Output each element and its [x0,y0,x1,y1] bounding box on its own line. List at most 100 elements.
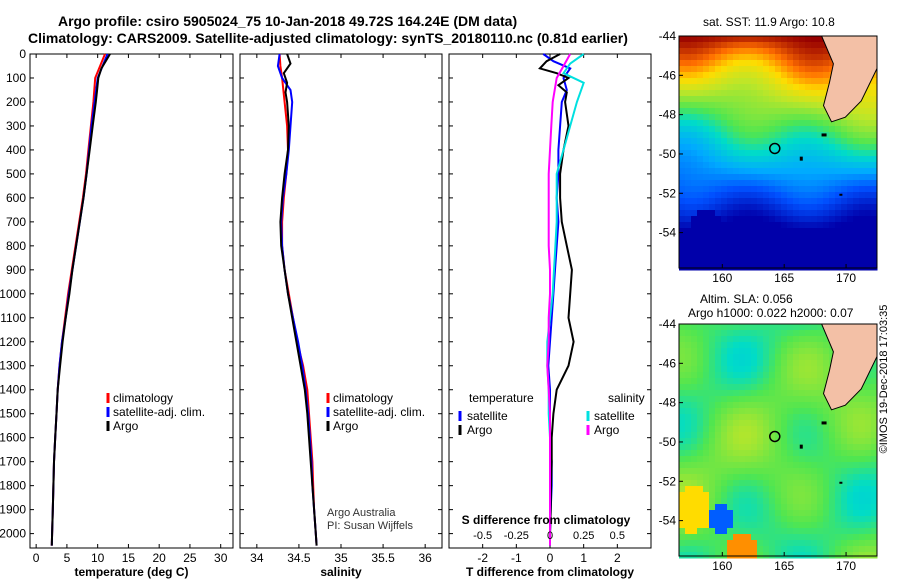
sla_map-cell [685,396,692,403]
sla_map-cell [805,492,812,499]
sla_map-cell [751,540,758,547]
sla_map-cell [679,444,686,451]
sla_map-cell [781,438,788,445]
sst_map-cell [817,174,824,181]
sla_map-cell [745,360,752,367]
sla_map-cell [751,420,758,427]
sla_map-cell [865,414,872,421]
sst_map-cell [691,108,698,115]
sla_map-cell [829,510,836,517]
sst_map-cell [835,150,842,157]
sla_map-cell [709,444,716,451]
sla_map-cell [859,432,866,439]
sla_map-cell [745,528,752,535]
sst_map-cell [793,246,800,253]
sst_map-cell [757,210,764,217]
sst_map-cell [865,216,872,223]
sla_map-cell [793,504,800,511]
sla_map-cell [817,396,824,403]
sst_map-cell [721,222,728,229]
sst_map-cell [811,72,818,79]
sst_map-cell [841,120,848,127]
sla_map-cell [763,324,770,331]
sst_map-cell [733,186,740,193]
sst_map-cell [763,90,770,97]
sla_map-cell [805,408,812,415]
sla_map-cell [691,330,698,337]
sla_map-cell [793,522,800,529]
sst_map-cell [727,72,734,79]
sst_map-cell [793,114,800,121]
depth-tick-label: 1600 [0,431,26,445]
sst_map-cell [751,210,758,217]
sla_map-cell [697,402,704,409]
sla_map-cell [769,324,776,331]
sst_map-cell [847,162,854,169]
sla_map-cell [721,522,728,529]
sla_map-cell [811,372,818,379]
sla_map-cell [745,378,752,385]
sla_map-cell [799,528,806,535]
sla_map-cell [841,420,848,427]
sst_map-cell [715,48,722,55]
sla_map-cell [865,438,872,445]
sst_map-cell [859,186,866,193]
sst_map-cell [757,228,764,235]
sst_map-cell [703,72,710,79]
sst_map-cell [751,138,758,145]
sst_map-cell [757,78,764,85]
sla_map-cell [769,390,776,397]
sst_map-cell [715,84,722,91]
sla_map-cell [715,528,722,535]
sla_map-cell [763,492,770,499]
sla_map-cell [811,438,818,445]
sla_map-cell [781,402,788,409]
sla_map-cell [847,438,854,445]
sla_map-cell [871,450,878,457]
sst_map-cell [685,36,692,43]
sst_map-cell [853,240,860,247]
sla_map-cell [691,372,698,379]
sst_map-cell [685,60,692,67]
sla_map-cell [763,408,770,415]
sla_map-cell [757,348,764,355]
sst_map-cell [841,192,848,199]
sst_map-cell [769,156,776,163]
sst_map-cell [757,246,764,253]
sla_map-cell [829,540,836,547]
sst_map-cell [811,168,818,175]
sla_map-cell [697,504,704,511]
sst_map-cell [775,240,782,247]
sst_map-cell [691,258,698,265]
sst_map-cell [697,162,704,169]
sst_map-cell [727,60,734,67]
sst_map-cell [781,210,788,217]
sst_map-cell [703,96,710,103]
sla_map-cell [805,552,812,559]
sst_map-cell [763,36,770,43]
sst_map-cell [721,54,728,61]
sst_map-cell [751,186,758,193]
sst_map-cell [793,264,800,271]
sla_map-cell [715,480,722,487]
sst_map-cell [697,48,704,55]
sst_map-cell [751,72,758,79]
sla_map-cell [871,486,878,493]
sla_map-cell [847,504,854,511]
sst_map-cell [679,138,686,145]
sla_map-cell [745,456,752,463]
sla_map-cell [865,420,872,427]
sla_map-cell [817,426,824,433]
sst_map-cell [859,240,866,247]
sla_map-cell [733,330,740,337]
x-tick-label: 20 [153,551,167,565]
sst_map-cell [769,216,776,223]
sla_map-cell [793,336,800,343]
sla_map-cell [769,408,776,415]
sla_map-cell [739,396,746,403]
sla_map-cell [691,324,698,331]
sst_map-cell [793,108,800,115]
sst_map-cell [805,132,812,139]
sst_map-cell [835,174,842,181]
sla_map-cell [829,408,836,415]
